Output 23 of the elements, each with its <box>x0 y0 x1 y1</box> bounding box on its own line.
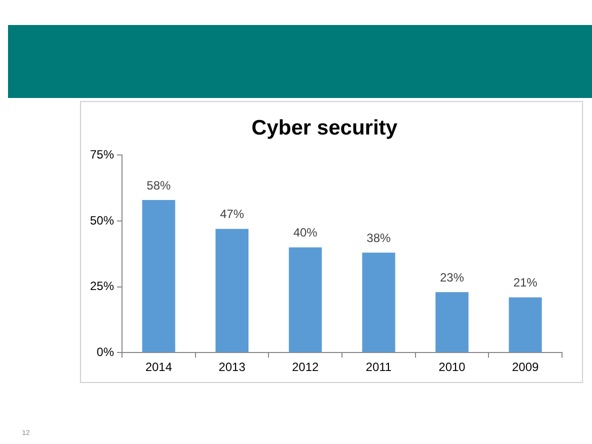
data-label: 47% <box>220 207 244 222</box>
y-tick-label: 75% <box>90 148 114 162</box>
data-label: 21% <box>513 276 538 290</box>
bar <box>142 200 176 352</box>
x-tick-label: 2010 <box>438 360 466 374</box>
y-tick-label: 0% <box>96 344 114 359</box>
x-tick-label: 2014 <box>145 360 172 374</box>
data-label: 23% <box>440 270 464 284</box>
y-tick-label: 25% <box>90 279 114 294</box>
data-label: 40% <box>293 226 318 240</box>
bar <box>436 292 469 352</box>
chart-title: Cyber security <box>252 116 398 140</box>
data-label: 38% <box>366 230 392 245</box>
x-tick-label: 2011 <box>366 360 392 374</box>
x-tick-label: 2012 <box>292 360 320 374</box>
bar <box>288 247 322 352</box>
y-tick-label: 50% <box>90 213 114 228</box>
bar <box>362 252 396 352</box>
x-tick-label: 2009 <box>512 360 540 374</box>
bar <box>508 297 542 352</box>
x-tick-label: 2013 <box>218 360 246 374</box>
bar <box>216 228 249 352</box>
data-label: 58% <box>146 178 172 192</box>
